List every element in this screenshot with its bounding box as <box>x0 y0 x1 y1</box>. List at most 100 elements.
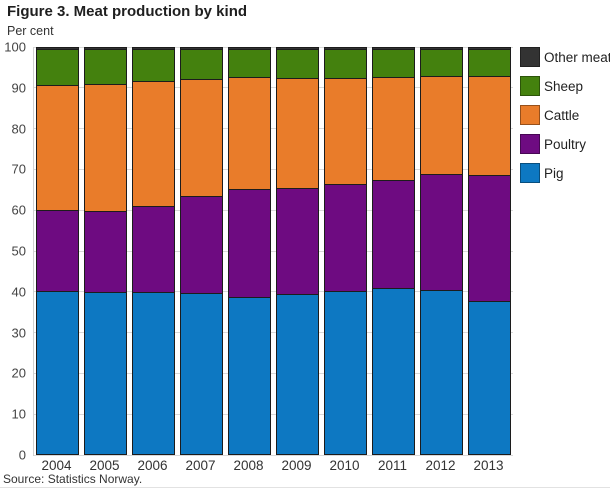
segment-sheep-2009[interactable] <box>276 49 319 79</box>
x-tick-label-2006: 2006 <box>137 458 168 473</box>
segment-cattle-2008[interactable] <box>228 78 271 190</box>
bar-2005[interactable] <box>84 47 127 455</box>
bar-2008[interactable] <box>228 47 271 455</box>
segment-poultry-2009[interactable] <box>276 188 319 295</box>
segment-pig-2006[interactable] <box>132 293 175 455</box>
bar-2013[interactable] <box>468 47 511 455</box>
gridline <box>34 128 513 130</box>
x-tick-label-2005: 2005 <box>89 458 120 473</box>
segment-cattle-2005[interactable] <box>84 84 127 212</box>
segment-pig-2004[interactable] <box>36 291 79 455</box>
segment-pig-2009[interactable] <box>276 294 319 455</box>
x-tick-label-2012: 2012 <box>425 458 456 473</box>
segment-cattle-2010[interactable] <box>324 78 367 185</box>
legend-label: Poultry <box>544 136 587 152</box>
x-tick-label-2011: 2011 <box>377 458 408 473</box>
segment-other-meat-2011[interactable] <box>372 47 415 50</box>
segment-other-meat-2012[interactable] <box>420 47 463 50</box>
gridline <box>34 87 513 89</box>
legend-swatch-cattle <box>520 105 540 125</box>
segment-other-meat-2004[interactable] <box>36 47 79 50</box>
segment-other-meat-2006[interactable] <box>132 47 175 50</box>
y-tick-label: 100 <box>4 39 26 55</box>
legend-item-pig[interactable]: Pig <box>520 163 610 183</box>
segment-cattle-2007[interactable] <box>180 80 223 197</box>
gridline <box>34 454 513 456</box>
segment-other-meat-2013[interactable] <box>468 47 511 50</box>
legend-label: Sheep <box>544 78 584 94</box>
y-tick-label: 40 <box>11 284 26 300</box>
segment-poultry-2013[interactable] <box>468 176 511 303</box>
bar-2006[interactable] <box>132 47 175 455</box>
segment-sheep-2007[interactable] <box>180 49 223 81</box>
segment-cattle-2004[interactable] <box>36 85 79 212</box>
y-tick-label: 30 <box>11 325 26 341</box>
y-tick-label: 10 <box>11 406 26 422</box>
legend-label: Pig <box>544 165 564 181</box>
x-tick-label-2013: 2013 <box>473 458 504 473</box>
segment-pig-2013[interactable] <box>468 302 511 455</box>
legend-item-poultry[interactable]: Poultry <box>520 134 610 154</box>
legend-label: Other meat <box>544 49 610 65</box>
legend-item-cattle[interactable]: Cattle <box>520 105 610 125</box>
segment-poultry-2008[interactable] <box>228 189 271 298</box>
segment-sheep-2013[interactable] <box>468 49 511 77</box>
segment-other-meat-2009[interactable] <box>276 47 319 50</box>
segment-other-meat-2008[interactable] <box>228 47 271 50</box>
y-tick-label: 80 <box>11 121 26 137</box>
bar-2010[interactable] <box>324 47 367 455</box>
segment-pig-2010[interactable] <box>324 291 367 455</box>
segment-pig-2012[interactable] <box>420 290 463 455</box>
y-tick-label: 50 <box>11 243 26 259</box>
plot-area <box>33 46 513 456</box>
segment-sheep-2008[interactable] <box>228 49 271 79</box>
gridline <box>34 372 513 374</box>
segment-sheep-2005[interactable] <box>84 49 127 85</box>
segment-cattle-2012[interactable] <box>420 77 463 176</box>
segment-poultry-2012[interactable] <box>420 175 463 291</box>
segment-sheep-2006[interactable] <box>132 49 175 83</box>
segment-poultry-2004[interactable] <box>36 211 79 292</box>
segment-pig-2011[interactable] <box>372 288 415 455</box>
bar-2011[interactable] <box>372 47 415 455</box>
gridline <box>34 46 513 48</box>
segment-sheep-2012[interactable] <box>420 49 463 78</box>
bar-2007[interactable] <box>180 47 223 455</box>
segment-other-meat-2005[interactable] <box>84 47 127 50</box>
legend-swatch-poultry <box>520 134 540 154</box>
y-tick-label: 0 <box>18 447 26 463</box>
y-tick-label: 60 <box>11 202 26 218</box>
y-tick-label: 70 <box>11 161 26 177</box>
segment-sheep-2010[interactable] <box>324 49 367 79</box>
y-axis: 0 10 20 30 40 50 60 70 80 90 100 <box>0 40 28 463</box>
bar-2009[interactable] <box>276 47 319 455</box>
gridline <box>34 291 513 293</box>
segment-cattle-2011[interactable] <box>372 78 415 182</box>
segment-pig-2007[interactable] <box>180 294 223 455</box>
segment-poultry-2006[interactable] <box>132 206 175 294</box>
segment-other-meat-2010[interactable] <box>324 47 367 50</box>
bar-2012[interactable] <box>420 47 463 455</box>
x-axis: 2004 2005 2006 2007 2008 2009 2010 2011 2012 2013 <box>33 458 512 473</box>
segment-pig-2008[interactable] <box>228 297 271 455</box>
legend-item-sheep[interactable]: Sheep <box>520 76 610 96</box>
segment-cattle-2006[interactable] <box>132 82 175 207</box>
bar-2004[interactable] <box>36 47 79 455</box>
segment-pig-2005[interactable] <box>84 293 127 455</box>
legend-item-other-meat[interactable]: Other meat <box>520 47 610 67</box>
segment-cattle-2009[interactable] <box>276 78 319 189</box>
source-note: Source: Statistics Norway. <box>3 472 143 486</box>
legend-swatch-pig <box>520 163 540 183</box>
x-tick-label-2009: 2009 <box>281 458 312 473</box>
segment-cattle-2013[interactable] <box>468 76 511 177</box>
segment-poultry-2007[interactable] <box>180 196 223 295</box>
segment-other-meat-2007[interactable] <box>180 47 223 50</box>
segment-poultry-2010[interactable] <box>324 184 367 292</box>
gridline <box>34 168 513 170</box>
bars-container <box>34 47 513 455</box>
segment-poultry-2011[interactable] <box>372 181 415 289</box>
segment-poultry-2005[interactable] <box>84 211 127 294</box>
segment-sheep-2004[interactable] <box>36 49 79 86</box>
segment-sheep-2011[interactable] <box>372 49 415 79</box>
y-tick-label: 20 <box>11 365 26 381</box>
